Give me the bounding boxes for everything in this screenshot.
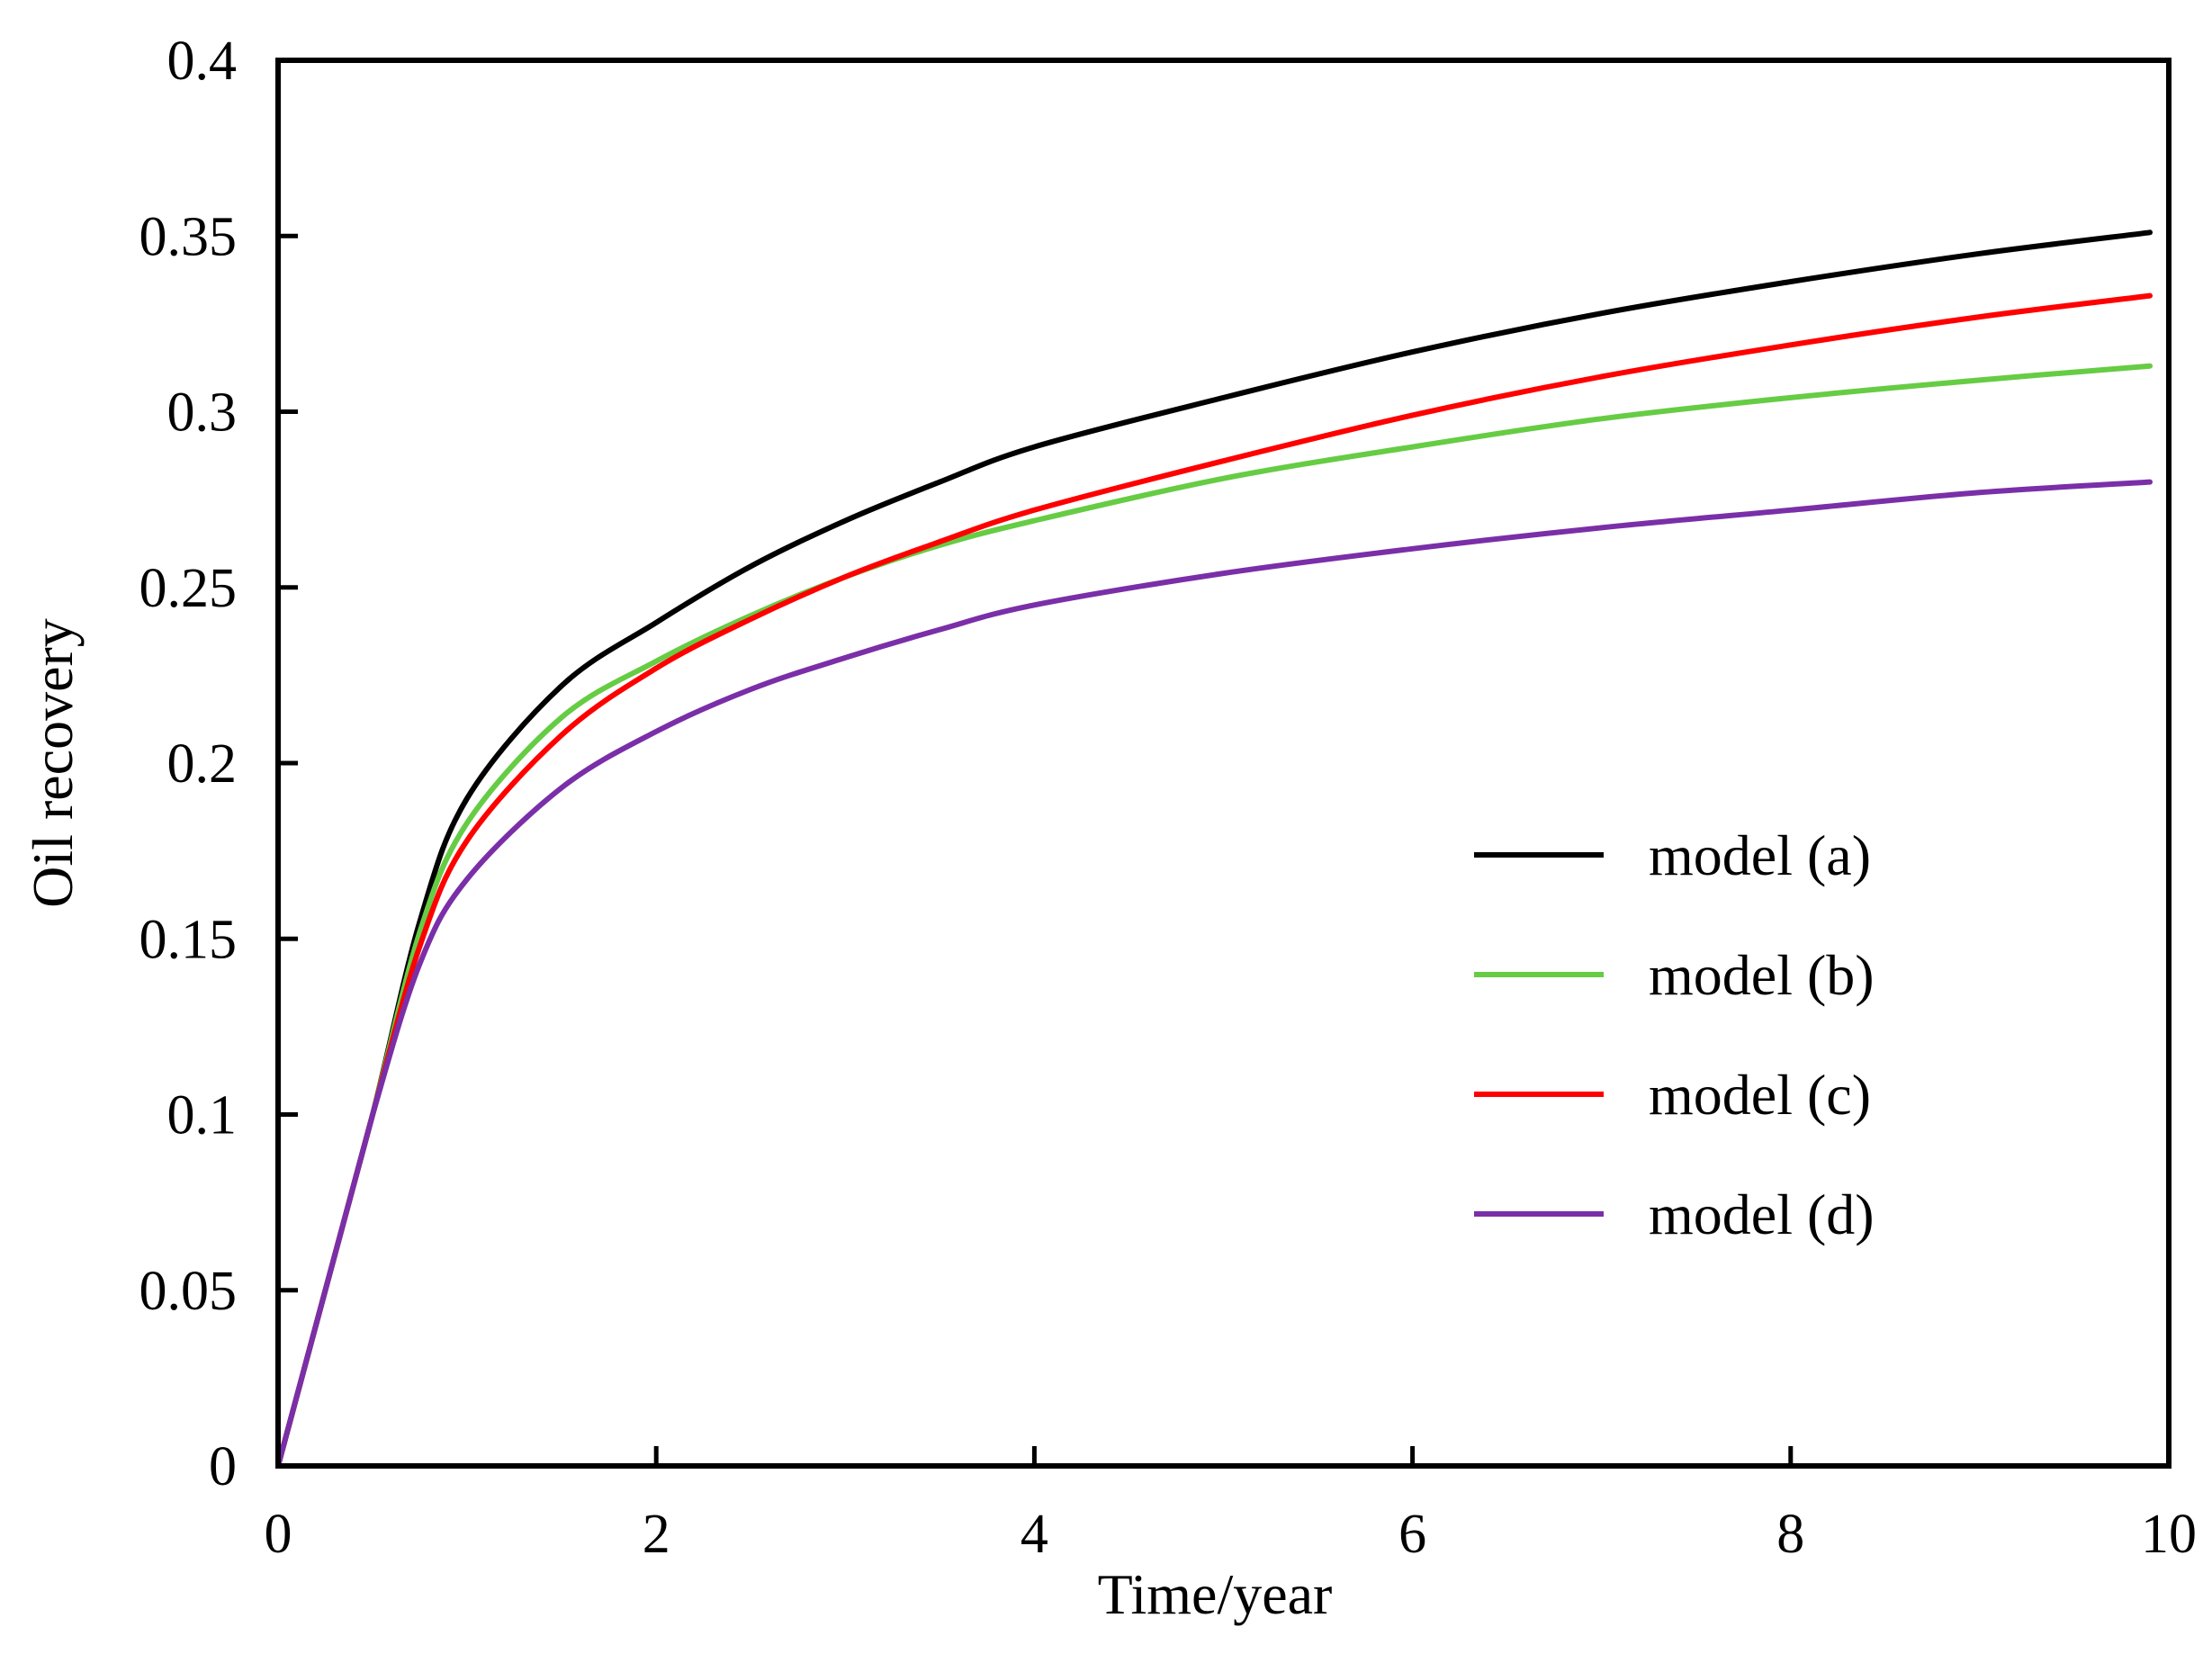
series-line-2 — [275, 363, 2153, 1469]
x-tick-label: 10 — [2141, 1504, 2197, 1565]
ticks-layer: 0 2 4 6 8 10 0 0.05 0.1 0.15 0.2 0.25 0.3 0.35 0.4 — [139, 31, 2198, 1565]
y-tick-label: 0.3 — [167, 382, 238, 444]
y-tick-label: 0.15 — [139, 909, 238, 970]
x-tick-label: 4 — [1021, 1504, 1048, 1565]
legend-label-1: model (a) — [1649, 823, 1871, 887]
y-tick-label: 0 — [209, 1436, 237, 1497]
legend: model (a) model (b) model (c) model (d) — [1474, 823, 1875, 1246]
legend-label-3: model (c) — [1649, 1063, 1871, 1127]
x-tick-label: 6 — [1398, 1504, 1426, 1565]
y-tick-label: 0.05 — [139, 1261, 238, 1322]
series-line-4 — [275, 479, 2153, 1469]
series-layer — [275, 229, 2153, 1469]
y-tick-label: 0.4 — [167, 31, 238, 92]
x-tick-label: 2 — [643, 1504, 670, 1565]
y-axis-title: Oil recovery — [21, 618, 85, 908]
legend-label-2: model (b) — [1649, 943, 1875, 1007]
y-tick-label: 0.1 — [167, 1085, 238, 1146]
series-line-1 — [275, 229, 2153, 1469]
x-axis-title: Time/year — [1098, 1562, 1333, 1626]
y-tick-label: 0.2 — [167, 733, 238, 795]
series-line-3 — [275, 292, 2153, 1469]
x-tick-label: 0 — [265, 1504, 292, 1565]
x-tick-label: 8 — [1776, 1504, 1804, 1565]
y-tick-label: 0.25 — [139, 558, 238, 619]
legend-label-4: model (d) — [1649, 1182, 1875, 1246]
y-tick-label: 0.35 — [139, 206, 238, 267]
